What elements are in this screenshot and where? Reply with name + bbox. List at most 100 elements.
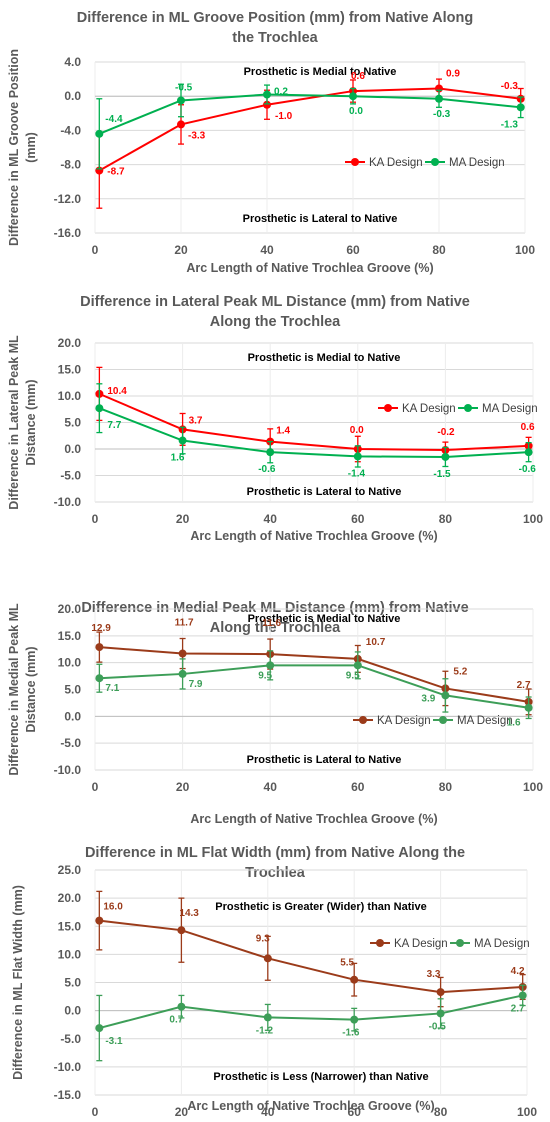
data-label: 12.9 <box>91 623 111 634</box>
y-tick-label: -10.0 <box>54 1060 82 1074</box>
y-tick-label: -4.0 <box>60 123 81 137</box>
data-point <box>95 129 104 138</box>
data-point <box>516 103 525 112</box>
series-ma: -4.4 -0.5 0.2 0.0 -0.3 -1.3 <box>95 82 525 170</box>
y-tick-label: 20.0 <box>58 891 82 905</box>
legend-item-ka: KA Design <box>353 715 431 727</box>
annotation-bottom: Prosthetic is Lateral to Native <box>247 754 402 766</box>
annotation-bottom: Prosthetic is Less (Narrower) than Nativ… <box>213 1071 428 1083</box>
data-label: -1.0 <box>275 111 293 122</box>
data-point <box>95 674 104 683</box>
legend-marker <box>351 158 359 166</box>
series-ka: 16.0 14.3 9.3 5.5 3.3 4.2 <box>95 890 527 1008</box>
x-tick-label: 60 <box>351 512 365 526</box>
chart-4: Difference in ML Flat Width (mm) from Na… <box>11 845 537 1119</box>
data-label: -0.5 <box>175 82 193 93</box>
data-label: 4.2 <box>511 966 525 977</box>
data-point <box>263 90 271 99</box>
chart-title: Difference in Lateral Peak ML Distance (… <box>80 294 470 310</box>
legend-label: KA Design <box>369 157 423 169</box>
chart-title: Difference in ML Groove Position (mm) fr… <box>77 10 473 26</box>
y-tick-label: 25.0 <box>58 863 82 877</box>
legend-marker <box>464 404 472 412</box>
data-label: 1.6 <box>507 718 521 729</box>
y-tick-label: 15.0 <box>58 919 82 933</box>
x-tick-label: 100 <box>517 1105 537 1119</box>
data-label: -0.6 <box>519 464 537 475</box>
y-tick-label: 20.0 <box>58 336 82 350</box>
series-line <box>98 392 529 452</box>
chart-title: the Trochlea <box>232 30 318 46</box>
data-label: -1.3 <box>501 119 519 130</box>
data-point <box>353 452 362 461</box>
x-tick-label: 100 <box>523 780 543 794</box>
y-tick-label: 15.0 <box>58 363 82 377</box>
series-ma: 7.1 7.9 9.5 9.5 3.9 1.6 <box>95 650 533 729</box>
y-tick-label: -16.0 <box>54 226 82 240</box>
y-tick-label: 10.0 <box>58 947 82 961</box>
series-line <box>99 646 529 703</box>
series-ma: 7.7 1.6 -0.6 -1.4 -1.5 -0.6 <box>95 383 537 480</box>
y-tick-label: 0.0 <box>64 442 81 456</box>
y-tick-label: 0.0 <box>64 1004 81 1018</box>
legend-label: KA Design <box>394 938 448 950</box>
data-label: 0.0 <box>350 425 364 436</box>
y-tick-label: 20.0 <box>58 602 82 616</box>
legend-label: MA Design <box>482 403 538 415</box>
data-label: 10.7 <box>366 637 386 648</box>
data-label: 0.2 <box>274 86 288 97</box>
data-point <box>95 1024 104 1033</box>
data-point <box>177 120 185 129</box>
x-tick-label: 20 <box>176 512 190 526</box>
x-tick-label: 60 <box>351 780 365 794</box>
data-label: -1.2 <box>256 1025 274 1036</box>
data-point <box>178 436 187 445</box>
data-label: 1.4 <box>276 426 290 437</box>
legend-marker <box>431 158 439 166</box>
x-tick-label: 80 <box>434 1105 448 1119</box>
data-label: 11.7 <box>175 618 194 629</box>
x-tick-label: 80 <box>432 243 446 257</box>
y-tick-label: 5.0 <box>64 416 81 430</box>
y-axis-title: Difference in Medial Peak ML <box>7 603 21 776</box>
x-tick-label: 80 <box>439 780 453 794</box>
data-label: 11.6 <box>262 618 281 629</box>
data-label: -1.4 <box>348 468 366 479</box>
annotation-bottom: Prosthetic is Lateral to Native <box>243 213 398 225</box>
y-tick-label: 4.0 <box>64 55 81 69</box>
series-line <box>99 407 529 458</box>
legend-marker <box>384 404 392 412</box>
y-tick-label: -8.0 <box>60 158 81 172</box>
x-axis-title: Arc Length of Native Trochlea Groove (%) <box>190 812 437 826</box>
x-tick-label: 20 <box>176 780 190 794</box>
chart-title: Difference in Medial Peak ML Distance (m… <box>81 600 468 616</box>
data-label: 1.6 <box>171 453 185 464</box>
data-label: 2.7 <box>517 680 531 691</box>
data-label: 3.3 <box>427 969 441 980</box>
data-point <box>441 691 450 700</box>
data-label: 7.9 <box>189 679 203 690</box>
x-tick-label: 100 <box>523 512 543 526</box>
y-tick-label: -5.0 <box>60 469 81 483</box>
chart-2: Difference in Lateral Peak ML Distance (… <box>7 294 543 543</box>
data-label: 16.0 <box>103 902 123 913</box>
annotation-top: Prosthetic is Medial to Native <box>248 613 401 625</box>
legend-item-ma: MA Design <box>450 938 530 950</box>
data-label: 10.4 <box>107 386 127 397</box>
data-label: 9.3 <box>256 933 270 944</box>
x-tick-label: 0 <box>92 780 99 794</box>
data-label: 9.5 <box>346 670 360 681</box>
legend-label: KA Design <box>377 715 431 727</box>
data-point <box>95 404 104 413</box>
y-tick-label: 15.0 <box>58 629 82 643</box>
y-axis-title: Difference in ML Flat Width (mm) <box>11 885 25 1080</box>
series-ka: 10.4 3.7 1.4 0.0 -0.2 0.6 <box>95 366 535 463</box>
chart-title: Along the Trochlea <box>210 620 341 636</box>
data-label: 7.7 <box>107 420 121 431</box>
data-label: 3.9 <box>421 693 435 704</box>
data-point <box>436 1009 445 1018</box>
chart-3: Difference in Medial Peak ML Distance (m… <box>7 600 543 826</box>
legend-label: MA Design <box>449 157 505 169</box>
data-point <box>524 448 533 457</box>
data-point <box>178 649 187 658</box>
